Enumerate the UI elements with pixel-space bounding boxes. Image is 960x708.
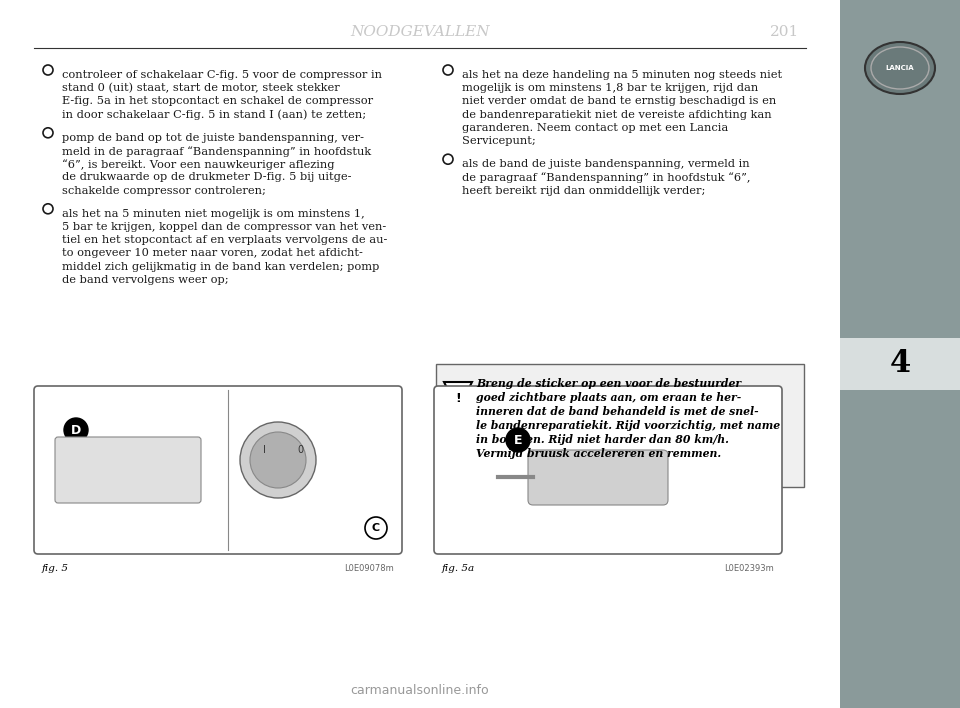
Text: D: D — [71, 423, 82, 437]
Text: 5 bar te krijgen, koppel dan de compressor van het ven-: 5 bar te krijgen, koppel dan de compress… — [62, 222, 386, 232]
Text: middel zich gelijkmatig in de band kan verdelen; pomp: middel zich gelijkmatig in de band kan v… — [62, 261, 379, 272]
Text: de bandenreparatiekit niet de vereiste afdichting kan: de bandenreparatiekit niet de vereiste a… — [462, 110, 772, 120]
Text: Breng de sticker op een voor de bestuurder: Breng de sticker op een voor de bestuurd… — [476, 378, 741, 389]
Ellipse shape — [865, 42, 935, 94]
FancyBboxPatch shape — [34, 386, 402, 554]
Text: heeft bereikt rijd dan onmiddellijk verder;: heeft bereikt rijd dan onmiddellijk verd… — [462, 185, 706, 195]
FancyBboxPatch shape — [55, 437, 201, 503]
Polygon shape — [444, 382, 472, 410]
Text: controleer of schakelaar C-fig. 5 voor de compressor in: controleer of schakelaar C-fig. 5 voor d… — [62, 70, 382, 80]
Text: 4: 4 — [889, 348, 911, 379]
Text: E-fig. 5a in het stopcontact en schakel de compressor: E-fig. 5a in het stopcontact en schakel … — [62, 96, 373, 106]
Text: !: ! — [455, 392, 461, 404]
Text: carmanualsonline.info: carmanualsonline.info — [350, 683, 490, 697]
Text: E: E — [514, 433, 522, 447]
Text: NOODGEVALLEN: NOODGEVALLEN — [350, 25, 490, 39]
Text: Servicepunt;: Servicepunt; — [462, 136, 536, 146]
Text: I: I — [263, 445, 265, 455]
Text: 201: 201 — [770, 25, 800, 39]
Text: 0: 0 — [297, 445, 303, 455]
Circle shape — [64, 418, 88, 442]
Text: stand 0 (uit) staat, start de motor, steek stekker: stand 0 (uit) staat, start de motor, ste… — [62, 84, 340, 93]
Text: in bochten. Rijd niet harder dan 80 km/h.: in bochten. Rijd niet harder dan 80 km/h… — [476, 434, 729, 445]
Text: “6”, is bereikt. Voor een nauwkeuriger aflezing: “6”, is bereikt. Voor een nauwkeuriger a… — [62, 159, 334, 170]
Text: pomp de band op tot de juiste bandenspanning, ver-: pomp de band op tot de juiste bandenspan… — [62, 133, 364, 143]
Text: fig. 5a: fig. 5a — [442, 564, 475, 573]
Text: inneren dat de band behandeld is met de snel-: inneren dat de band behandeld is met de … — [476, 406, 758, 417]
Text: L0E02393m: L0E02393m — [724, 564, 774, 573]
Text: schakelde compressor controleren;: schakelde compressor controleren; — [62, 185, 266, 195]
FancyBboxPatch shape — [528, 450, 668, 505]
Text: tiel en het stopcontact af en verplaats vervolgens de au-: tiel en het stopcontact af en verplaats … — [62, 235, 388, 245]
Text: in door schakelaar C-fig. 5 in stand I (aan) te zetten;: in door schakelaar C-fig. 5 in stand I (… — [62, 110, 366, 120]
FancyBboxPatch shape — [840, 0, 960, 338]
FancyBboxPatch shape — [840, 338, 960, 390]
FancyBboxPatch shape — [840, 390, 960, 708]
Text: de paragraaf “Bandenspanning” in hoofdstuk “6”,: de paragraaf “Bandenspanning” in hoofdst… — [462, 173, 751, 183]
Circle shape — [250, 432, 306, 488]
Text: C: C — [372, 523, 380, 533]
Circle shape — [240, 422, 316, 498]
Circle shape — [506, 428, 530, 452]
Circle shape — [365, 517, 387, 539]
Text: le bandenreparatiekit. Rijd voorzichtig, met name: le bandenreparatiekit. Rijd voorzichtig,… — [476, 420, 780, 431]
Text: meld in de paragraaf “Bandenspanning” in hoofdstuk: meld in de paragraaf “Bandenspanning” in… — [62, 146, 372, 156]
Text: LANCIA: LANCIA — [886, 65, 914, 71]
Text: als het na deze handeling na 5 minuten nog steeds niet: als het na deze handeling na 5 minuten n… — [462, 70, 782, 80]
Text: de drukwaarde op de drukmeter D-fig. 5 bij uitge-: de drukwaarde op de drukmeter D-fig. 5 b… — [62, 173, 351, 183]
Text: als het na 5 minuten niet mogelijk is om minstens 1,: als het na 5 minuten niet mogelijk is om… — [62, 209, 365, 219]
Text: niet verder omdat de band te ernstig beschadigd is en: niet verder omdat de band te ernstig bes… — [462, 96, 777, 106]
Text: fig. 5: fig. 5 — [42, 564, 69, 573]
Text: L0E09078m: L0E09078m — [345, 564, 394, 573]
Text: to ongeveer 10 meter naar voren, zodat het afdicht-: to ongeveer 10 meter naar voren, zodat h… — [62, 249, 363, 258]
Text: garanderen. Neem contact op met een Lancia: garanderen. Neem contact op met een Lanc… — [462, 122, 729, 133]
FancyBboxPatch shape — [436, 364, 804, 487]
Text: Vermijd bruusk accelereren en remmen.: Vermijd bruusk accelereren en remmen. — [476, 448, 721, 459]
Text: mogelijk is om minstens 1,8 bar te krijgen, rijd dan: mogelijk is om minstens 1,8 bar te krijg… — [462, 84, 758, 93]
Text: de band vervolgens weer op;: de band vervolgens weer op; — [62, 275, 228, 285]
Text: als de band de juiste bandenspanning, vermeld in: als de band de juiste bandenspanning, ve… — [462, 159, 750, 169]
Text: goed zichtbare plaats aan, om eraan te her-: goed zichtbare plaats aan, om eraan te h… — [476, 392, 741, 403]
FancyBboxPatch shape — [434, 386, 782, 554]
